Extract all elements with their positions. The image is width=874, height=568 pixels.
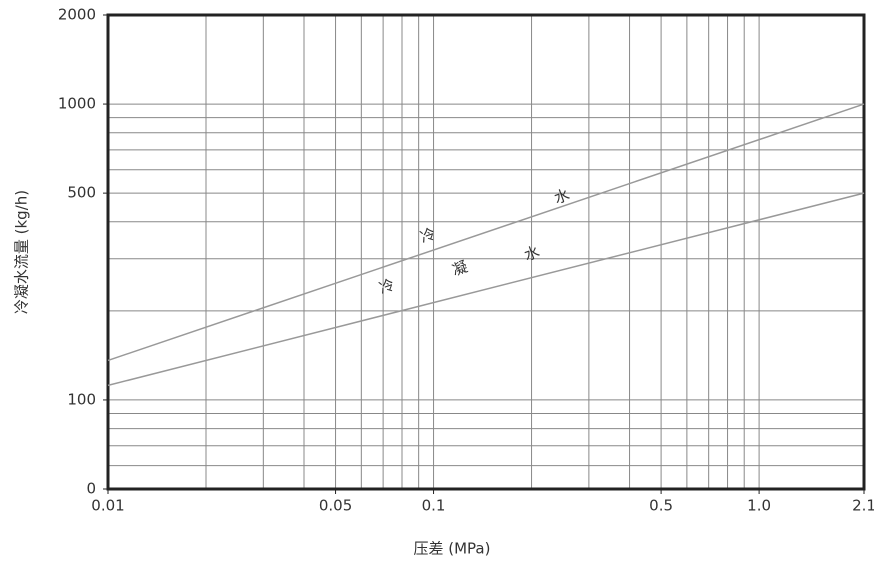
y-tick-label: 2000 [58,6,96,24]
x-tick-label: 2.1 [852,497,874,515]
x-tick-label: 0.1 [422,497,446,515]
series-line [107,103,865,362]
x-tick-label: 0.05 [319,497,352,515]
x-tick-label: 1.0 [747,497,771,515]
annotation: 水 [552,186,572,208]
annotation: 水 [522,243,542,265]
series-line [107,192,865,387]
y-tick-label: 0 [86,480,96,498]
annotation: 冷 [418,225,438,247]
y-tick-label: 100 [67,390,96,408]
plot-frame [106,13,866,491]
annotation: 冷 [377,276,397,298]
y-axis-label: 冷凝水流量 (kg/h) [13,190,31,314]
x-tick-label: 0.5 [649,497,673,515]
y-tick-label: 1000 [58,95,96,113]
annotation: 凝 [450,258,470,280]
y-tick-label: 500 [67,184,96,202]
x-axis-label: 压差 (MPa) [414,540,491,558]
x-tick-label: 0.01 [91,497,124,515]
